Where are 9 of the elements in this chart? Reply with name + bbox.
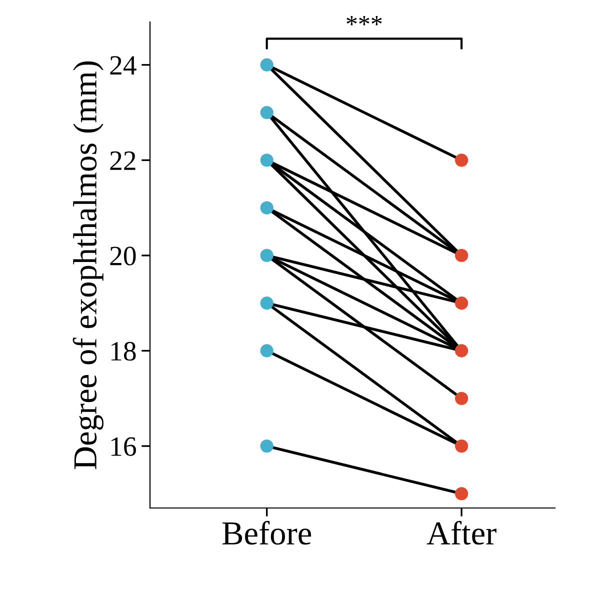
y-tick-label: 16 — [111, 437, 136, 456]
y-tick-label: 22 — [110, 151, 136, 170]
y-tick-label: 20 — [110, 246, 136, 266]
y-tick-label: 18 — [111, 342, 136, 361]
y-tick-label: 24 — [110, 56, 136, 75]
x-tick-label: After — [426, 520, 496, 545]
x-tick-label: Before — [222, 520, 312, 545]
annotation: *** — [346, 16, 382, 26]
y-axis-title: Degree of exophthalmos (mm) — [72, 61, 104, 470]
